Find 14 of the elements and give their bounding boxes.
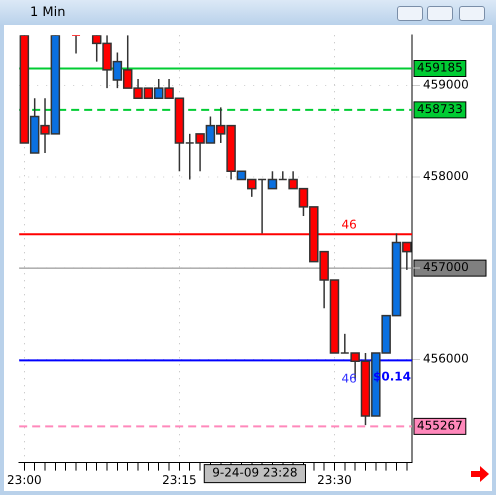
ref-line-label: 459185 [417,60,463,75]
y-tick-label: 456000 [423,352,469,366]
chart-title: 1 Min [30,5,66,20]
x-tick-label: 23:00 [7,472,42,487]
annotation: 46 [342,371,357,386]
annotation: 46 [342,217,357,232]
text: 9-24-09 23:28 [212,466,298,480]
y-tick-label: 459000 [423,78,469,92]
x-tick-label: 23:30 [317,472,352,487]
x-tick-label: 23:15 [162,472,197,487]
ref-line-label: 458733 [417,102,463,116]
y-tick-label: 457000 [423,260,469,274]
ref-line-label: 455267 [417,418,463,432]
y-tick-label: 458000 [423,168,469,183]
